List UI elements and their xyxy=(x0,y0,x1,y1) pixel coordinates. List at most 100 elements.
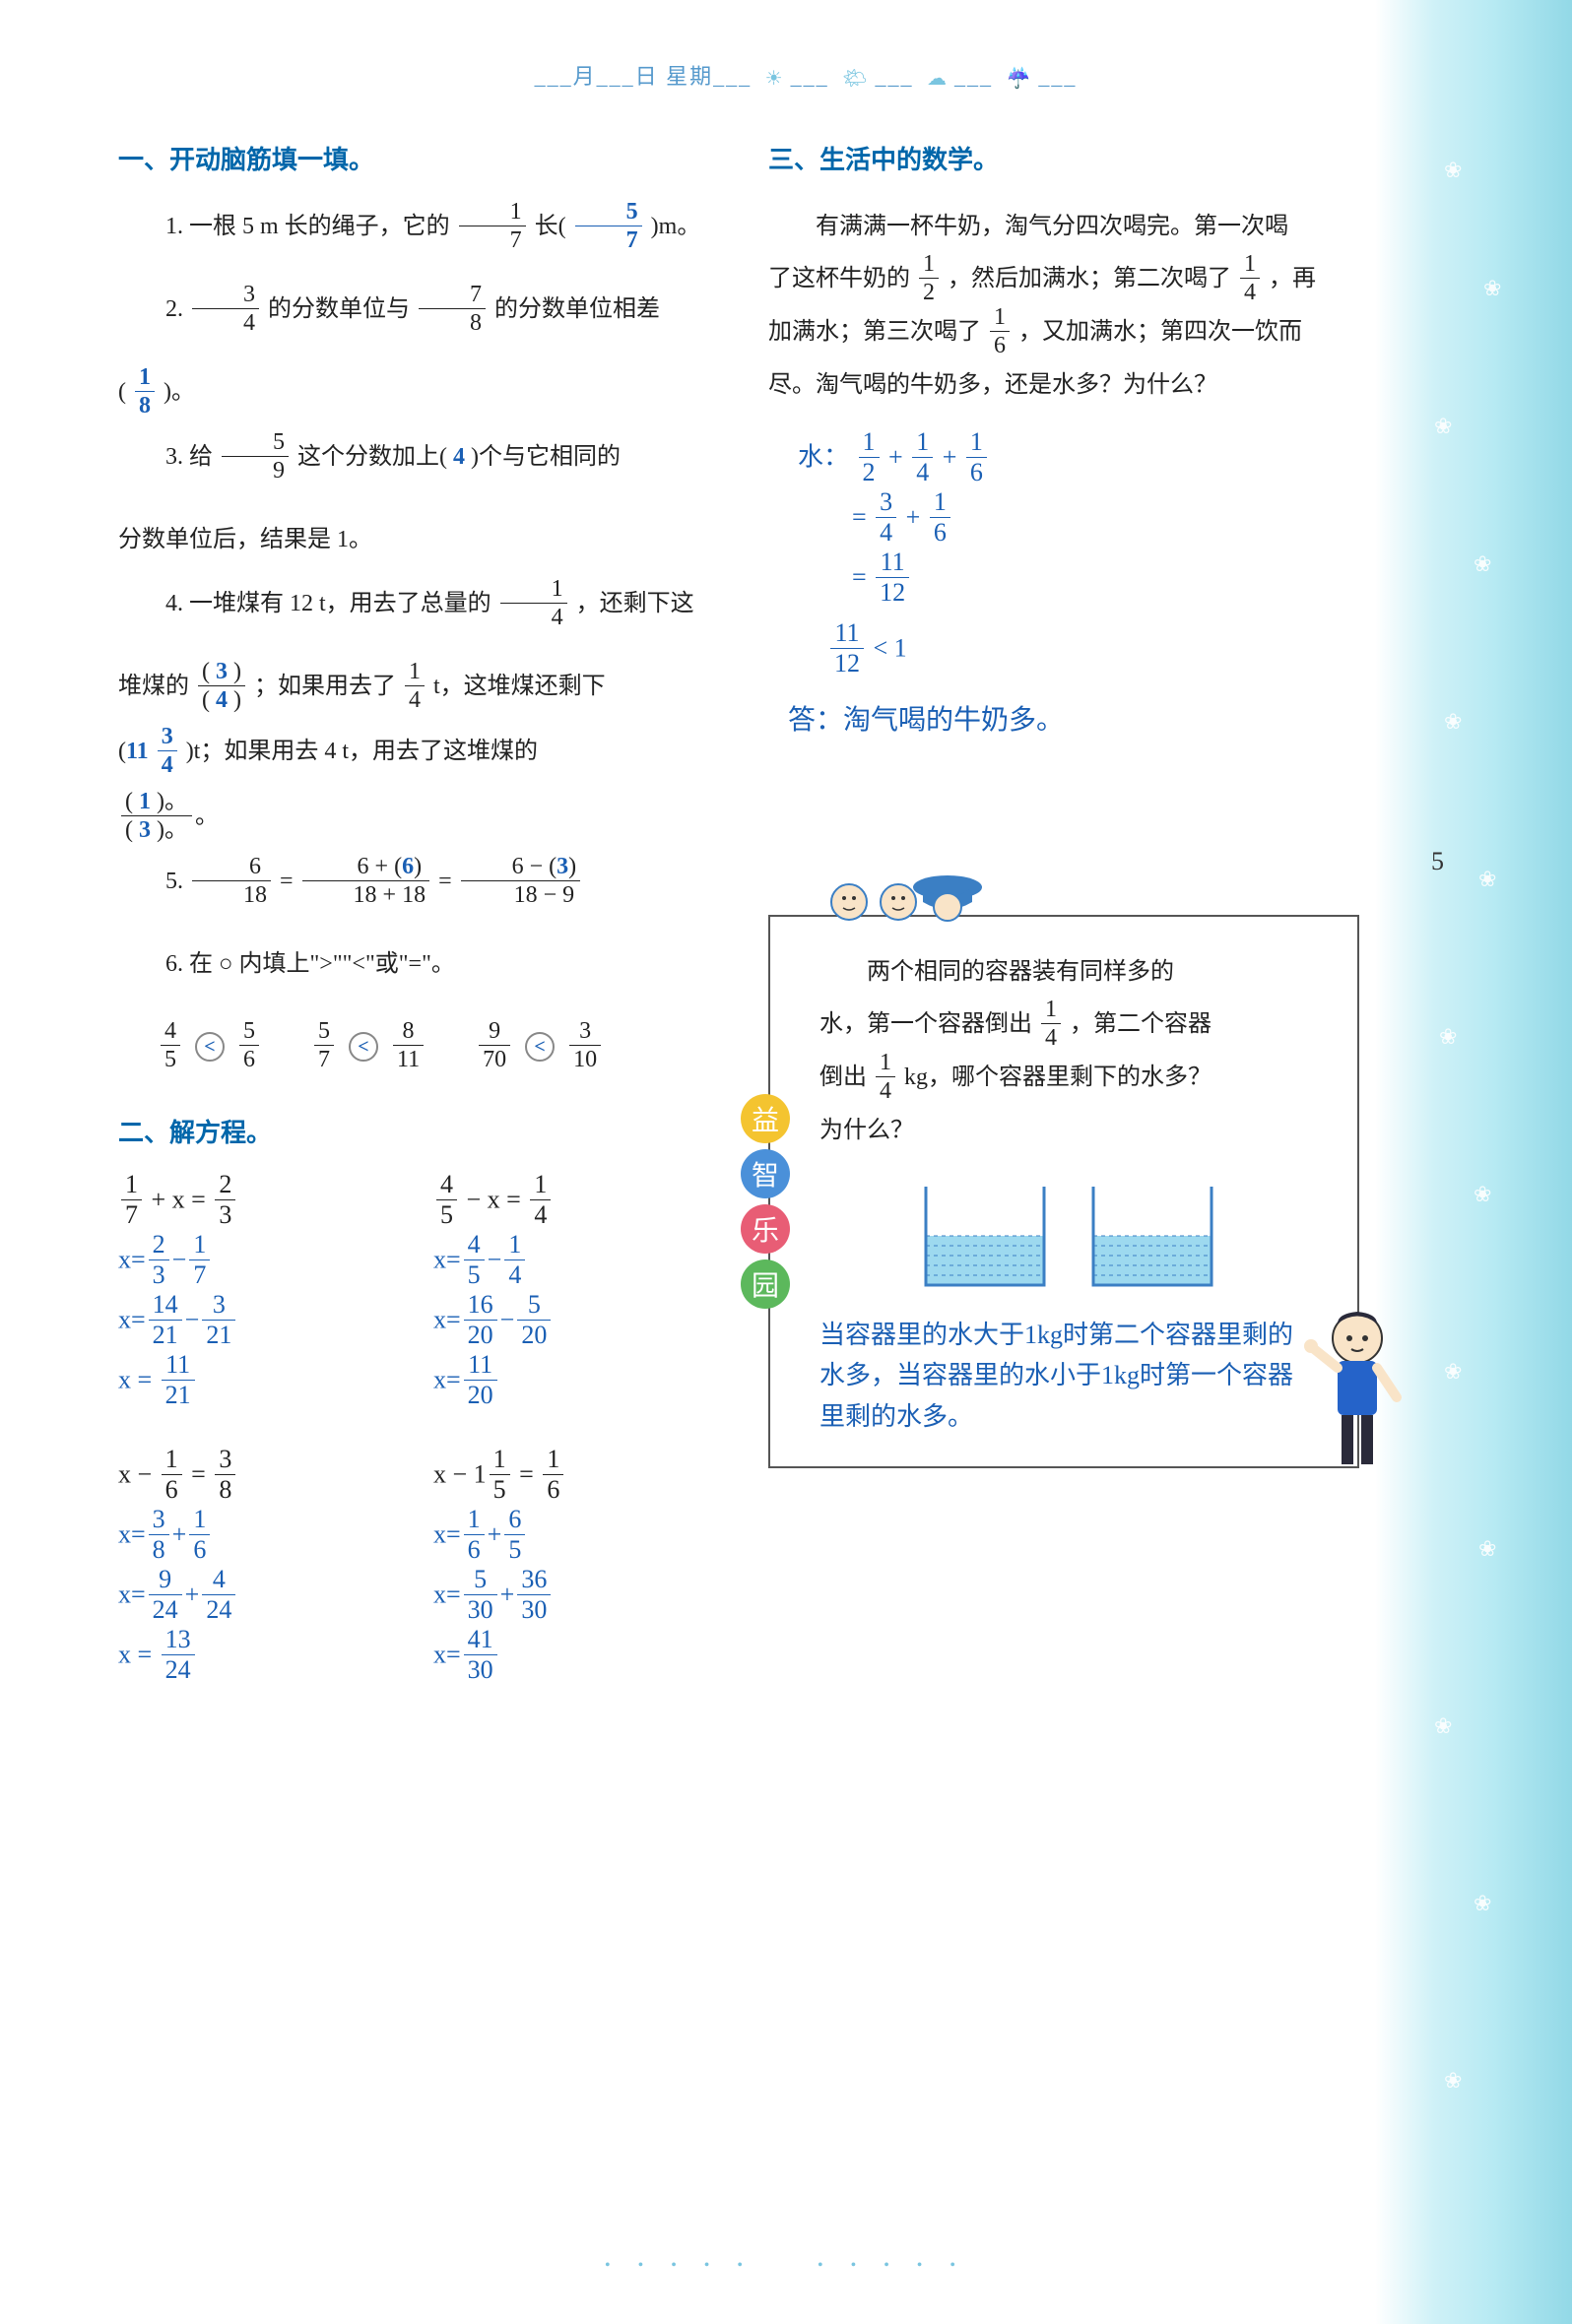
right-column: 三、生活中的数学。 有满满一杯牛奶，淘气分四次喝完。第一次喝 了这杯牛奶的 12… xyxy=(768,140,1359,1722)
section3-answer: 答：淘气喝的牛奶多。 xyxy=(788,698,1359,738)
q6-item-3: 970 < 310 xyxy=(476,1020,604,1073)
equation-block: 17 + x = 23x=23−17x=1421−321x = 1121 xyxy=(118,1174,315,1414)
flower-icon: ❀ xyxy=(1444,158,1474,187)
rain-icon: ☔ xyxy=(1006,66,1032,91)
fraction: 59 xyxy=(222,430,289,483)
flower-icon: ❀ xyxy=(1474,1891,1503,1920)
footer-dots: • • • • • • • • • • xyxy=(605,2257,967,2275)
q1-text: 长( xyxy=(535,214,566,239)
puzzle-tabs: 益 智 乐 园 xyxy=(741,1094,790,1309)
flower-icon: ❀ xyxy=(1439,1024,1469,1054)
q4-ans1-wrap: ( 3 )( 4 ) xyxy=(198,660,245,712)
flower-icon: ❀ xyxy=(1478,1536,1508,1566)
answer-fraction: 34 xyxy=(158,725,177,777)
equation-step: x=4130 xyxy=(433,1629,630,1685)
flower-icon: ❀ xyxy=(1444,1359,1474,1388)
left-column: 一、开动脑筋填一填。 1. 一根 5 m 长的绳子，它的 17 长( 57 )m… xyxy=(118,140,709,1722)
equation-step: x=1620−520 xyxy=(433,1294,630,1350)
equation-step: x = 1324 xyxy=(118,1629,315,1685)
q6-item-1: 45 < 56 xyxy=(158,1020,262,1073)
decorative-right-border: ❀ ❀ ❀ ❀ ❀ ❀ ❀ ❀ ❀ ❀ ❀ ❀ ❀ xyxy=(1375,0,1572,2324)
tab-le: 乐 xyxy=(741,1204,790,1254)
q1-text: )m。 xyxy=(651,214,701,239)
equation-problem: 45 − x = 14 xyxy=(433,1174,630,1230)
equation-step: x=530+3630 xyxy=(433,1569,630,1625)
equation-step: x=924+424 xyxy=(118,1569,315,1625)
equation-step: x=1120 xyxy=(433,1354,630,1410)
section3-working: 水： 12 + 14 + 16 = 34 + 16 = 1112 xyxy=(768,431,1359,678)
tab-zhi: 智 xyxy=(741,1149,790,1198)
equation-pairs: 17 + x = 23x=23−17x=1421−321x = 1121 45 −… xyxy=(118,1174,709,1689)
compare-circle[interactable]: < xyxy=(195,1032,225,1062)
flower-icon: ❀ xyxy=(1474,551,1503,581)
date-header: ___月___日 星期___ ☀___ 🌤___ ☁___ ☔___ xyxy=(118,59,1493,91)
puzzle-body: 两个相同的容器装有同样多的 水，第一个容器倒出 14 ，第二个容器 倒出 14 … xyxy=(819,946,1318,1157)
fraction: 6 + (6)18 + 18 xyxy=(302,855,430,907)
fraction: 34 xyxy=(192,283,259,335)
puzzle-answer: 当容器里的水大于1kg时第二个容器里剩的水多，当容器里的水小于1kg时第一个容器… xyxy=(819,1315,1318,1438)
flower-icon: ❀ xyxy=(1444,709,1474,739)
answer-fraction: 57 xyxy=(575,200,642,252)
fraction: 14 xyxy=(500,577,567,629)
q6-row: 45 < 56 57 < 811 970 < 310 xyxy=(118,1020,709,1073)
page-number: 5 xyxy=(1431,847,1444,876)
compare-circle[interactable]: < xyxy=(525,1032,555,1062)
q2-text: 2. xyxy=(165,296,189,322)
sun-icon: ☀ xyxy=(765,66,785,91)
q2: 2. 34 的分数单位与 78 的分数单位相差 xyxy=(118,284,709,337)
q6-item-2: 57 < 811 xyxy=(311,1020,426,1073)
fraction: 6 − (3)18 − 9 xyxy=(461,855,581,907)
equation-block: 45 − x = 14x=45−14x=1620−520x=1120 xyxy=(433,1174,630,1414)
q2-text: 的分数单位与 xyxy=(268,296,416,322)
flower-icon: ❀ xyxy=(1434,414,1464,443)
q4: 4. 一堆煤有 12 t，用去了总量的 14 ，还剩下这 xyxy=(118,578,709,631)
boy-cartoon-icon xyxy=(1298,1304,1416,1496)
section2-title: 二、解方程。 xyxy=(118,1113,709,1149)
q3-line2: 分数单位后，结果是 1。 xyxy=(118,514,709,566)
tab-yuan: 园 xyxy=(741,1259,790,1309)
q4-l2: 堆煤的 ( 3 )( 4 ) ；如果用去了 14 t，这堆煤还剩下 xyxy=(118,661,709,714)
tab-yi: 益 xyxy=(741,1094,790,1143)
q3: 3. 给 59 这个分数加上( 4 )个与它相同的 xyxy=(118,431,709,484)
fraction: 78 xyxy=(419,283,486,335)
section1-title: 一、开动脑筋填一填。 xyxy=(118,140,709,176)
page: ❀ ❀ ❀ ❀ ❀ ❀ ❀ ❀ ❀ ❀ ❀ ❀ ❀ ___月___日 星期___… xyxy=(0,0,1572,2324)
container-2 xyxy=(1083,1177,1221,1295)
equation-step: x = 1121 xyxy=(118,1354,315,1410)
equation-step: x=23−17 xyxy=(118,1234,315,1290)
fraction: 14 xyxy=(405,660,425,712)
container-1 xyxy=(916,1177,1054,1295)
fraction: 618 xyxy=(192,855,271,907)
q1-text: 1. 一根 5 m 长的绳子，它的 xyxy=(165,214,450,239)
q1: 1. 一根 5 m 长的绳子，它的 17 长( 57 )m。 xyxy=(118,201,709,254)
section3-body: 有满满一杯牛奶，淘气分四次喝完。第一次喝 了这杯牛奶的 12 ，然后加满水；第二… xyxy=(768,201,1359,412)
q5: 5. 618 = 6 + (6)18 + 18 = 6 − (3)18 − 9 xyxy=(118,856,709,909)
flower-icon: ❀ xyxy=(1434,1713,1464,1743)
equation-block: x − 115 = 16x=16+65x=530+3630x=4130 xyxy=(433,1449,630,1689)
q4-l4: ( 1 )。( 3 )。。 xyxy=(118,791,709,844)
answer-value: 4 xyxy=(453,444,465,470)
answer-fraction: 18 xyxy=(135,365,155,418)
equation-step: x=1421−321 xyxy=(118,1294,315,1350)
flower-icon: ❀ xyxy=(1474,1182,1503,1211)
equation-problem: x − 16 = 38 xyxy=(118,1449,315,1505)
equation-problem: x − 115 = 16 xyxy=(433,1449,630,1505)
q4-l3: (11 34 )t；如果用去 4 t，用去了这堆煤的 xyxy=(118,726,709,779)
flower-icon: ❀ xyxy=(1483,276,1513,305)
q4-ans3-wrap: ( 1 )。( 3 )。 xyxy=(121,790,192,842)
q2-text: 的分数单位相差 xyxy=(494,296,660,322)
fraction: 17 xyxy=(459,200,526,252)
partly-cloudy-icon: 🌤 xyxy=(842,66,869,91)
date-fill[interactable]: ___月___日 星期___ xyxy=(535,64,753,89)
container-diagram xyxy=(819,1177,1318,1295)
equation-problem: 17 + x = 23 xyxy=(118,1174,315,1230)
flower-icon: ❀ xyxy=(1444,2068,1474,2098)
equation-step: x=38+16 xyxy=(118,1509,315,1565)
equation-block: x − 16 = 38x=38+16x=924+424x = 1324 xyxy=(118,1449,315,1689)
section3-title: 三、生活中的数学。 xyxy=(768,140,1359,176)
puzzle-box: 益 智 乐 园 两个相同的容器装有同样多的 水，第一个容器倒出 14 ，第二个容… xyxy=(768,915,1359,1468)
equation-step: x=16+65 xyxy=(433,1509,630,1565)
compare-circle[interactable]: < xyxy=(349,1032,378,1062)
q2-line2: ( 18 )。 xyxy=(118,366,709,420)
q6-title: 6. 在 ○ 内填上">""<"或"="。 xyxy=(118,938,709,991)
